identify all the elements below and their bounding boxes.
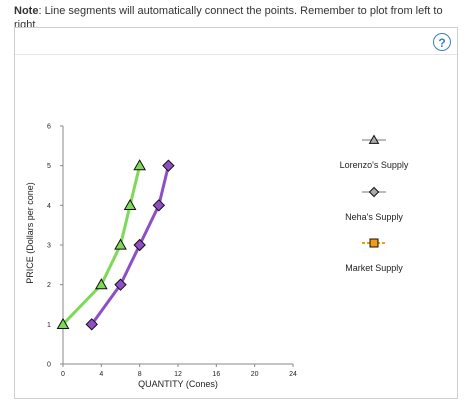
neha-supply-line <box>90 165 170 326</box>
neha-point <box>152 199 166 212</box>
legend-item: Neha's Supply <box>345 186 403 222</box>
lorenzo-point <box>133 159 147 171</box>
x-tick-label: 4 <box>99 371 103 378</box>
lorenzo-point <box>94 278 108 290</box>
y-tick-label: 2 <box>47 282 51 289</box>
x-tick-label: 24 <box>289 371 297 378</box>
legend-label: Neha's Supply <box>345 212 403 222</box>
neha-point <box>133 238 146 252</box>
x-tick-label: 20 <box>251 371 259 378</box>
x-tick-label: 8 <box>138 371 142 378</box>
y-tick-label: 5 <box>47 163 51 170</box>
lorenzo-legend-marker <box>368 134 380 144</box>
x-tick-label: 12 <box>174 371 182 378</box>
chart-series <box>56 159 175 331</box>
graph-toolbar: ? <box>15 28 457 55</box>
lorenzo-supply-line <box>61 165 142 326</box>
graph-panel: ? 0 4 8 12 16 20 24 0 1 2 3 4 5 6 QUANTITY (Cones) PR… <box>14 27 458 399</box>
chart-legend: Lorenzo's Supply Neha's Supply Market Supp… <box>340 134 409 273</box>
market-legend-marker <box>369 238 379 248</box>
y-tick-label: 6 <box>47 124 51 131</box>
x-axis-label: QUANTITY (Cones) <box>138 379 218 389</box>
y-tick-label: 0 <box>47 362 51 369</box>
y-tick-label: 3 <box>47 243 51 250</box>
neha-legend-marker <box>368 186 380 198</box>
y-tick-label: 1 <box>47 322 51 329</box>
legend-item: Market Supply <box>345 238 403 273</box>
x-tick-label: 0 <box>61 371 65 378</box>
neha-point <box>85 318 98 331</box>
lorenzo-point <box>56 317 70 329</box>
lorenzo-point <box>123 198 137 210</box>
neha-point <box>162 159 175 172</box>
lorenzo-point <box>114 238 127 250</box>
note-label: Note <box>14 5 39 17</box>
legend-label: Lorenzo's Supply <box>340 160 409 170</box>
neha-point <box>114 278 127 291</box>
x-tick-label: 16 <box>212 371 220 378</box>
help-button[interactable]: ? <box>433 33 451 51</box>
y-axis-label: PRICE (Dollars per cone) <box>25 182 35 284</box>
legend-item: Lorenzo's Supply <box>340 134 409 170</box>
legend-label: Market Supply <box>345 263 403 273</box>
y-tick-label: 4 <box>47 203 51 210</box>
